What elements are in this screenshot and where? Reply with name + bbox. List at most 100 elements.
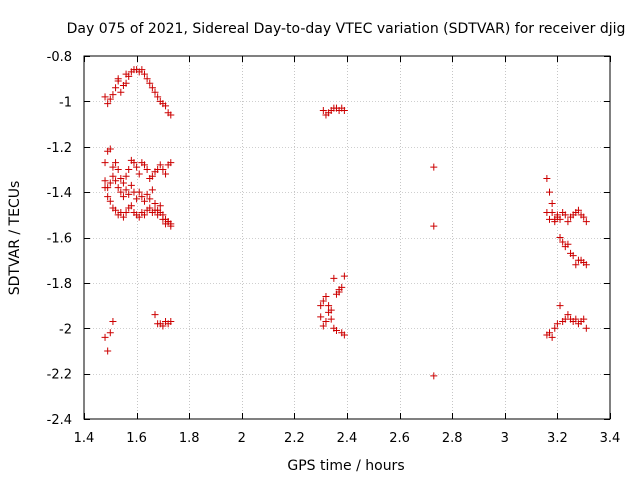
data-point — [106, 197, 114, 205]
data-point — [127, 202, 135, 210]
chart-title: Day 075 of 2021, Sidereal Day-to-day VTE… — [67, 21, 626, 37]
data-point — [156, 161, 164, 169]
data-point — [140, 161, 148, 169]
data-point — [146, 195, 154, 203]
data-point — [569, 252, 577, 260]
data-point — [548, 199, 556, 207]
data-point — [146, 204, 154, 212]
data-point — [330, 274, 338, 282]
data-point — [430, 372, 438, 380]
data-point — [582, 218, 590, 226]
data-point — [151, 206, 159, 214]
data-point — [117, 188, 125, 196]
data-point — [340, 272, 348, 280]
data-point — [546, 215, 554, 223]
data-point — [332, 327, 340, 335]
data-point — [104, 347, 112, 355]
data-point — [156, 202, 164, 210]
data-point — [112, 206, 120, 214]
data-point — [556, 234, 564, 241]
data-point — [151, 88, 159, 96]
data-point — [119, 213, 127, 221]
data-point — [553, 320, 561, 328]
data-point — [140, 70, 148, 78]
data-point — [551, 324, 559, 332]
data-point — [109, 91, 117, 99]
data-point — [106, 179, 114, 187]
data-point — [101, 177, 109, 185]
data-point — [159, 165, 167, 173]
data-point — [148, 172, 156, 180]
data-point — [327, 315, 335, 323]
data-point — [130, 159, 138, 167]
x-axis-label: GPS time / hours — [287, 458, 404, 474]
data-point — [112, 177, 120, 185]
data-point — [109, 163, 117, 171]
data-point — [140, 211, 148, 219]
data-point — [101, 333, 109, 341]
data-point — [127, 181, 135, 189]
data-point — [556, 215, 564, 223]
data-point — [106, 329, 114, 337]
data-point — [162, 102, 170, 110]
data-point — [167, 220, 175, 228]
x-tick-label: 3.4 — [600, 431, 621, 446]
data-point — [104, 100, 112, 108]
y-tick-label: -1 — [59, 95, 72, 110]
data-point — [430, 163, 438, 171]
data-point — [104, 193, 112, 201]
data-point — [430, 222, 438, 230]
data-point — [338, 283, 346, 291]
data-point — [543, 175, 551, 183]
data-point — [101, 159, 109, 167]
x-tick-label: 2.4 — [337, 431, 358, 446]
data-point — [340, 106, 348, 114]
data-point — [582, 324, 590, 332]
data-point — [556, 302, 564, 310]
data-point — [151, 199, 159, 207]
data-point — [112, 159, 120, 167]
data-point — [122, 70, 130, 78]
data-point — [143, 190, 151, 198]
data-point — [133, 163, 141, 171]
data-point — [146, 79, 154, 87]
data-point — [106, 145, 114, 153]
data-point — [151, 311, 159, 319]
x-tick-label: 1.4 — [74, 431, 95, 446]
data-point — [167, 111, 175, 119]
data-point — [119, 193, 127, 201]
data-point — [148, 186, 156, 194]
data-point — [109, 317, 117, 325]
data-point — [572, 261, 580, 269]
data-point — [319, 297, 327, 305]
x-tick-labels: 1.4 1.6 1.8 2 2.2 2.4 2.6 2.8 3 3.2 3.4 — [74, 431, 621, 446]
data-point — [564, 218, 572, 226]
x-tick-label: 3.2 — [547, 431, 568, 446]
data-point — [114, 184, 122, 192]
x-tick-label: 2 — [238, 431, 246, 446]
data-point — [109, 172, 117, 180]
data-point — [340, 331, 348, 339]
data-point — [546, 329, 554, 337]
data-point — [322, 292, 330, 300]
data-point — [559, 238, 567, 246]
data-point — [135, 170, 143, 178]
data-point — [143, 75, 151, 83]
data-point — [167, 317, 175, 325]
data-point — [154, 93, 162, 101]
x-tick-label: 2.6 — [389, 431, 410, 446]
data-point — [582, 261, 590, 269]
data-point — [138, 66, 146, 74]
x-tick-label: 1.8 — [179, 431, 200, 446]
data-point — [143, 165, 151, 173]
data-point — [319, 322, 327, 330]
data-point — [148, 84, 156, 92]
y-axis-label: SDTVAR / TECUs — [7, 181, 23, 296]
data-point — [135, 188, 143, 196]
data-point — [325, 308, 333, 316]
y-tick-label: -1.6 — [47, 232, 72, 247]
data-point — [548, 333, 556, 341]
data-point — [101, 93, 109, 101]
data-point — [119, 179, 127, 187]
